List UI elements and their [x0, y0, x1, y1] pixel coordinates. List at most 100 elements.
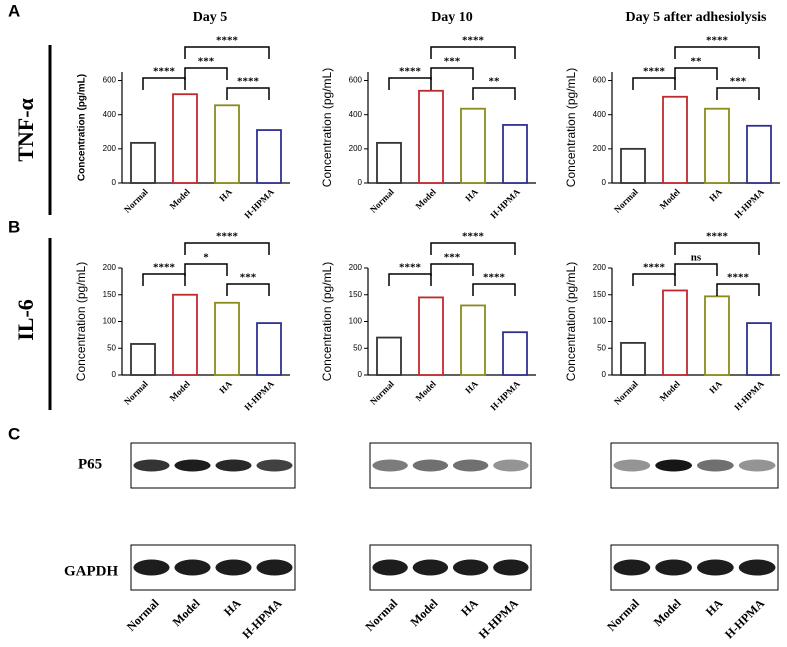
bar: [130, 141, 156, 184]
bar: [172, 93, 198, 184]
significance-label: ****: [399, 262, 422, 274]
significance-label: ****: [727, 272, 750, 284]
bar: [256, 322, 282, 376]
y-tick-label: 400: [349, 110, 363, 119]
significance-label: ***: [444, 56, 461, 68]
x-tick-label: Normal: [122, 378, 150, 406]
blot-band: [133, 559, 170, 576]
y-tick-label: 200: [103, 144, 117, 153]
bar: [214, 301, 240, 376]
blot-band: [412, 559, 449, 576]
x-tick-label: Normal: [612, 186, 640, 214]
blot-band: [493, 459, 529, 472]
bar: [418, 296, 444, 376]
blot-band: [174, 559, 211, 576]
significance-bracket: [388, 77, 432, 90]
y-tick-label: 200: [349, 263, 363, 272]
y-tick-label: 200: [349, 144, 363, 153]
y-tick-label: 100: [349, 317, 363, 326]
row-label: TNF-α: [13, 97, 38, 161]
y-tick-label: 0: [358, 178, 363, 187]
x-tick-label: Model: [657, 378, 682, 403]
significance-bracket: [184, 46, 270, 59]
blot-band: [613, 559, 651, 576]
significance-bracket: [226, 87, 270, 100]
significance-label: ***: [444, 252, 461, 264]
y-tick-label: 150: [349, 290, 363, 299]
blot-band: [493, 559, 529, 576]
x-tick-label: H-HPMA: [242, 378, 276, 412]
lane-label: Normal: [124, 596, 162, 634]
significance-label: ns: [691, 252, 702, 264]
bar: [502, 331, 528, 376]
significance-label: ****: [153, 66, 176, 78]
bar: [418, 89, 444, 184]
x-tick-label: HA: [217, 186, 234, 203]
x-tick-label: H-HPMA: [488, 186, 522, 220]
significance-label: ****: [462, 231, 485, 243]
x-tick-label: Normal: [368, 378, 396, 406]
blot-frame: [610, 442, 779, 489]
y-tick-label: 600: [593, 76, 607, 85]
blot-band: [655, 559, 692, 576]
bar: [662, 289, 688, 376]
significance-bracket: [388, 273, 432, 286]
significance-bracket: [184, 263, 228, 276]
significance-label: ***: [198, 56, 215, 68]
y-tick-label: 200: [103, 263, 117, 272]
blot-row-label: GAPDH: [64, 563, 118, 579]
significance-bracket: [674, 46, 760, 59]
lane-label: Model: [407, 596, 440, 629]
blot-band: [215, 459, 252, 472]
significance-bracket: [142, 77, 186, 90]
significance-label: ****: [216, 231, 239, 243]
column-title: Day 10: [431, 10, 473, 25]
x-tick-label: Model: [167, 378, 192, 403]
significance-label: ****: [706, 35, 729, 47]
blot-band: [697, 459, 734, 472]
panel-label: C: [8, 424, 20, 443]
y-tick-label: 0: [112, 370, 117, 379]
lane-label: HA: [221, 596, 244, 619]
y-tick-label: 600: [103, 76, 117, 85]
significance-bracket: [142, 273, 186, 286]
significance-bracket: [472, 87, 516, 100]
blot-band: [372, 559, 408, 576]
significance-bracket: [716, 283, 760, 296]
y-tick-label: 400: [103, 110, 117, 119]
y-tick-label: 50: [353, 343, 362, 352]
significance-bracket: [184, 242, 270, 255]
x-tick-label: Model: [413, 378, 438, 403]
bar: [460, 304, 486, 376]
y-tick-label: 0: [358, 370, 363, 379]
y-tick-label: 50: [597, 343, 606, 352]
bar: [704, 295, 730, 376]
y-tick-label: 0: [112, 178, 117, 187]
bar: [662, 95, 688, 184]
bar: [130, 343, 156, 376]
significance-label: ****: [237, 76, 260, 88]
significance-bracket: [184, 67, 228, 80]
x-tick-label: HA: [707, 186, 724, 203]
y-axis-label: Concentration (pg/mL): [320, 68, 334, 187]
bar: [172, 293, 198, 376]
blot-band: [412, 459, 449, 472]
blot-band: [613, 459, 651, 472]
x-tick-label: HA: [463, 186, 480, 203]
significance-label: ****: [643, 262, 666, 274]
significance-bracket: [716, 87, 760, 100]
x-tick-label: Normal: [368, 186, 396, 214]
y-axis-label: Concentration (pg/mL): [564, 262, 578, 381]
bar: [376, 336, 402, 376]
significance-label: ****: [399, 66, 422, 78]
blot-band: [655, 459, 692, 472]
significance-label: ****: [216, 35, 239, 47]
column-title: Day 5 after adhesiolysis: [626, 10, 767, 25]
significance-bracket: [226, 283, 270, 296]
bar: [376, 141, 402, 184]
significance-label: ****: [706, 231, 729, 243]
lane-label: HA: [703, 596, 726, 619]
significance-label: ****: [462, 35, 485, 47]
y-axis-label: Concentration (pg/mL): [564, 68, 578, 187]
